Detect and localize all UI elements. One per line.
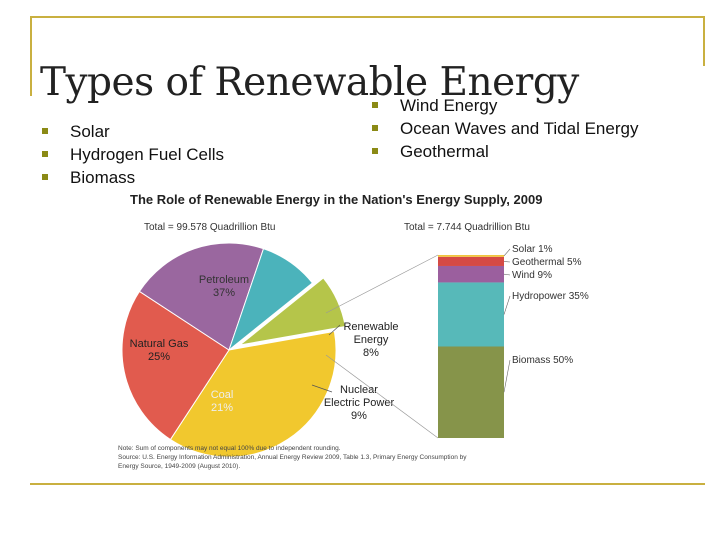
geothermal-bar-segment [438,256,504,266]
renewable-leader-line [328,324,341,336]
connector-line [325,354,439,439]
bullet-text: Biomass [70,168,136,187]
bar-leader-line [503,261,511,263]
pie-slice-value-label: 25% [148,351,170,363]
note-line: Note: Sum of components may not equal 10… [118,445,341,452]
nuclear-leader-line [311,384,333,393]
right-bullet-list: Wind Energy Ocean Waves and Tidal Energy… [372,94,702,163]
bar-leader-line [503,273,511,276]
coal-slice [138,242,265,351]
bullet-item: Wind Energy [372,94,702,117]
natural-gas-slice [121,290,230,441]
pie-slice-value-label: 9% [351,410,367,422]
energy-supply-chart: The Role of Renewable Energy in the Nati… [118,192,589,470]
stacked-bar-chart: Biomass 50% Hydropower 35% Wind 9% Geotherm… [325,244,589,439]
bullet-item: Biomass [42,166,224,189]
note-line: Source: U.S. Energy Information Administ… [118,454,467,461]
connector-line [325,254,439,314]
bullet-square-icon [42,128,48,134]
frame-left-line [30,16,32,96]
hydropower-bar-segment [438,282,504,347]
renewable-slice [239,277,346,346]
bullet-item: Hydrogen Fuel Cells [42,143,224,166]
bullet-square-icon [42,174,48,180]
bar-leader-line [503,295,511,315]
bullet-square-icon [42,151,48,157]
figure-title: The Role of Renewable Energy in the Nati… [130,192,542,207]
pie-slice-name-label: Electric Power [324,397,395,409]
pie-slice-name-label: Nuclear [340,384,378,396]
pie-slice-name-label: Coal [211,389,234,401]
bullet-item: Geothermal [372,140,702,163]
pie-total-label: Total = 99.578 Quadrillion Btu [144,222,275,233]
bar-segment-label: Geothermal 5% [512,257,582,268]
bullet-text: Ocean Waves and Tidal Energy [400,119,639,138]
bar-segment-label: Biomass 50% [512,355,573,366]
wind-bar-segment [438,265,504,283]
pie-slice-name-label: Petroleum [199,274,249,286]
note-line: Energy Source, 1949-2009 (August 2010). [118,463,240,470]
bullet-square-icon [372,148,378,154]
frame-top-line [30,16,705,18]
solar-bar-segment [438,255,504,257]
pie-slice-value-label: 21% [211,402,233,414]
bar-segment-label: Hydropower 35% [512,291,589,302]
energy-supply-figure: The Role of Renewable Energy in the Nati… [104,185,604,475]
pie-slice-value-label: 37% [213,287,235,299]
bar-total-label: Total = 7.744 Quadrillion Btu [404,222,530,233]
left-bullet-list: Solar Hydrogen Fuel Cells Biomass [42,120,224,189]
bullet-item: Ocean Waves and Tidal Energy [372,117,652,140]
biomass-bar-segment [438,346,504,438]
pie-slice-value-label: 8% [363,347,379,359]
bullet-square-icon [372,102,378,108]
frame-right-line [703,16,705,66]
bullet-item: Solar [42,120,224,143]
bullet-text: Wind Energy [400,96,498,115]
bar-leader-line [503,359,511,393]
bullet-square-icon [372,125,378,131]
slide-title: Types of Renewable Energy [40,60,579,105]
pie-slice-name-label: Energy [354,334,389,346]
frame-bottom-line [30,483,705,485]
bullet-text: Solar [70,122,110,141]
bar-leader-line [503,248,511,257]
petroleum-slice [169,330,337,458]
nuclear-slice [227,248,314,352]
bar-segment-label: Wind 9% [512,270,552,281]
bullet-text: Geothermal [400,142,489,161]
bullet-text: Hydrogen Fuel Cells [70,145,225,164]
pie-slice-name-label: Natural Gas [130,338,189,350]
bar-segment-label: Solar 1% [512,244,553,255]
pie-slice-name-label: Renewable [343,321,398,333]
